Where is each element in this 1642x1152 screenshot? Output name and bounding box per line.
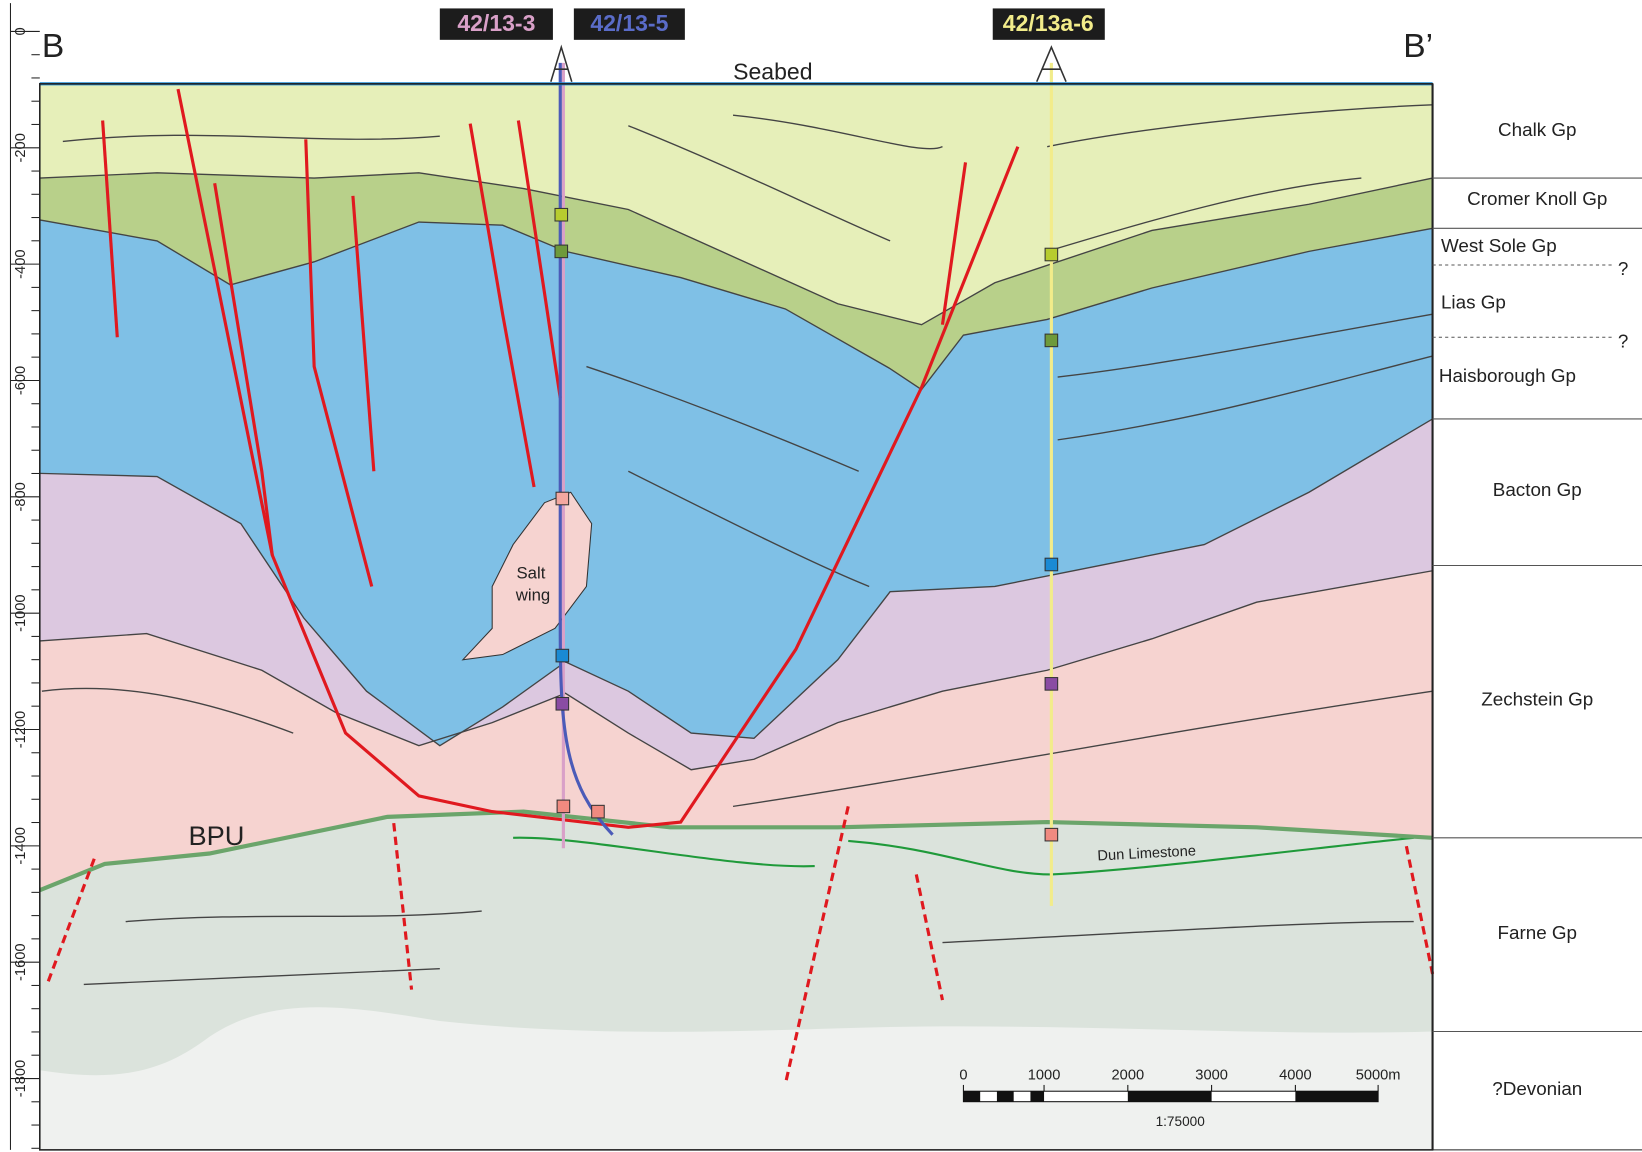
- marker: [555, 208, 568, 221]
- scale-label: 4000: [1279, 1067, 1312, 1083]
- legend-label: Haisborough Gp: [1439, 365, 1576, 386]
- layers: [40, 84, 1433, 1150]
- legend-label: West Sole Gp: [1441, 235, 1557, 256]
- cross-section: 42/13-3 42/13-5 42/13a-6 Seabed B B’ BPU…: [0, 0, 1642, 1152]
- well-label: 42/13-3: [457, 10, 535, 36]
- page: 42/13-3 42/13-5 42/13a-6 Seabed B B’ BPU…: [0, 0, 1642, 1152]
- depth-label: -400: [13, 249, 29, 278]
- legend-label: Chalk Gp: [1498, 119, 1576, 140]
- scale-bar-segment: [963, 1091, 980, 1101]
- scale-label: 2000: [1112, 1067, 1145, 1083]
- scale-bar-segment: [997, 1091, 1014, 1101]
- marker: [557, 800, 570, 813]
- depth-label: -200: [13, 133, 29, 162]
- depth-label: 0: [13, 27, 29, 35]
- marker: [556, 492, 569, 505]
- section-end-label: B’: [1403, 28, 1433, 65]
- salt-wing-label: wing: [515, 585, 550, 604]
- legend-label: Cromer Knoll Gp: [1467, 188, 1607, 209]
- well-label: 42/13-5: [590, 10, 668, 36]
- marker: [556, 649, 569, 662]
- legend-label: Zechstein Gp: [1481, 689, 1593, 710]
- scale-bar-segment: [1128, 1091, 1212, 1101]
- legend-label: Bacton Gp: [1493, 479, 1582, 500]
- depth-label: -600: [13, 366, 29, 395]
- marker: [592, 805, 605, 818]
- depth-axis: 0 -200 -400 -600 -800 -1000 -1200 -1400 -1600 -18…: [10, 27, 39, 1152]
- section-end-label: B: [42, 28, 64, 65]
- seabed-label: Seabed: [733, 58, 812, 84]
- legend-label: ?Devonian: [1492, 1078, 1582, 1099]
- marker: [1045, 678, 1058, 691]
- legend-label: Lias Gp: [1441, 292, 1506, 313]
- scale-label: 1000: [1028, 1067, 1061, 1083]
- marker: [1045, 558, 1058, 571]
- uncertain-mark: ?: [1618, 258, 1628, 279]
- marker: [1045, 334, 1058, 347]
- scale-label: 3000: [1195, 1067, 1228, 1083]
- legend-label: Farne Gp: [1498, 922, 1578, 943]
- uncertain-mark: ?: [1618, 330, 1628, 351]
- scale-bar-segment: [1030, 1091, 1044, 1101]
- depth-label: -1000: [13, 594, 29, 631]
- scale-ratio: 1:75000: [1156, 1114, 1206, 1129]
- salt-wing-label: Salt: [516, 563, 545, 582]
- bpu-label: BPU: [188, 820, 244, 851]
- scale-label: 0: [959, 1067, 967, 1083]
- depth-label: -1400: [13, 827, 29, 865]
- well-label: 42/13a-6: [1003, 10, 1094, 36]
- scale-bar-segment: [1295, 1091, 1378, 1101]
- marker: [1045, 248, 1058, 261]
- legend: Chalk Gp Cromer Knoll Gp West Sole Gp Lias …: [1433, 119, 1642, 1099]
- depth-label: -1200: [13, 711, 29, 748]
- scale-label: 5000m: [1356, 1067, 1401, 1083]
- marker: [555, 245, 568, 258]
- marker: [1045, 828, 1058, 841]
- depth-label: -800: [13, 482, 29, 511]
- depth-label: -1800: [13, 1060, 29, 1098]
- marker: [556, 697, 569, 710]
- depth-label: -1600: [13, 943, 29, 980]
